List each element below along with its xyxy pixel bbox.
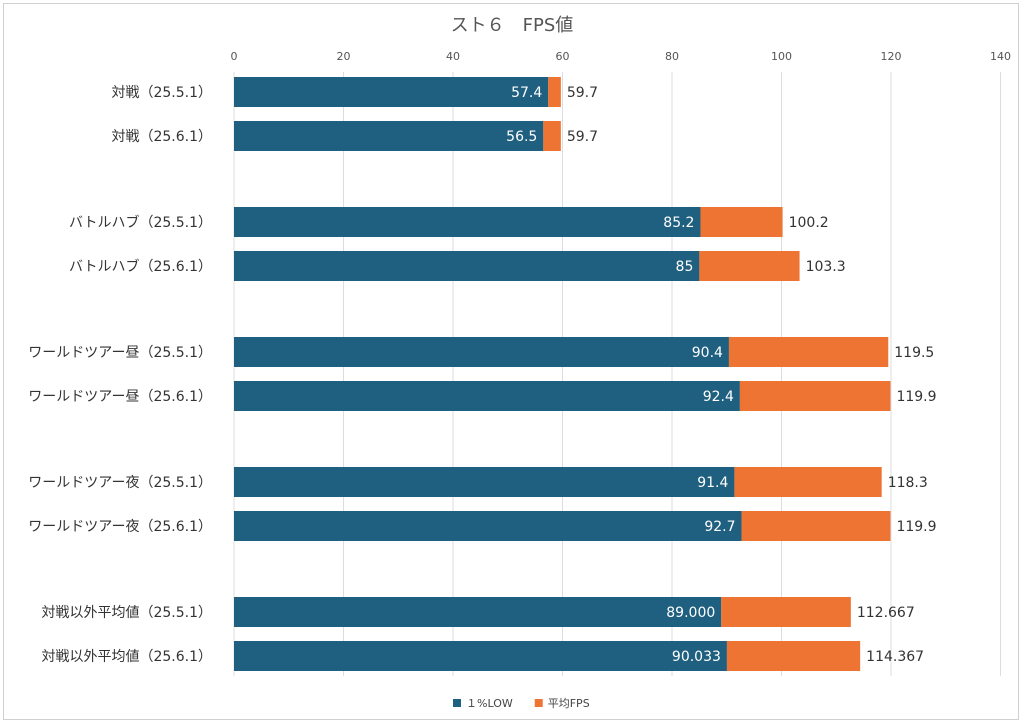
category-label: 対戦以外平均値（25.5.1） (41, 605, 212, 621)
data-label-average-fps: 112.667 (857, 605, 915, 621)
bar-average-fps (734, 467, 882, 497)
data-label-average-fps: 114.367 (866, 649, 924, 665)
category-label: バトルハブ（25.6.1） (69, 258, 212, 275)
x-tick-label: 80 (665, 50, 679, 63)
data-label-1pct-low: 92.4 (703, 389, 734, 405)
bar-average-fps (699, 251, 800, 281)
x-tick-label: 140 (990, 50, 1011, 63)
category-labels: 対戦（25.5.1） 対戦（25.6.1） バトルハブ（25.5.1） バトルハブ（2… (28, 85, 212, 665)
x-tick-label: 0 (231, 50, 238, 63)
bar-1pct-low (234, 597, 722, 627)
data-label-average-fps: 119.5 (894, 345, 934, 361)
category-label: ワールドツアー昼（25.5.1） (28, 345, 212, 361)
bar-average-fps (728, 337, 889, 367)
data-label-average-fps: 119.9 (896, 519, 936, 535)
category-label: 対戦以外平均値（25.6.1） (41, 649, 212, 665)
bar-average-fps (741, 511, 891, 541)
legend-swatch (534, 699, 543, 707)
x-tick-label: 40 (446, 50, 460, 63)
bars: 57.4 59.7 56.5 59.7 85.2 100.2 85 103.3 90.4 119.… (234, 77, 937, 671)
bar-average-fps (548, 77, 561, 107)
category-label: ワールドツアー夜（25.5.1） (28, 475, 212, 491)
x-tick-label: 120 (881, 50, 902, 63)
chart-title: スト６ FPS値 (451, 15, 574, 36)
data-label-average-fps: 59.7 (567, 129, 598, 145)
category-label: 対戦（25.6.1） (111, 129, 212, 145)
bar-average-fps (543, 121, 561, 151)
data-label-average-fps: 103.3 (806, 259, 846, 275)
bar-1pct-low (234, 77, 549, 107)
bar-1pct-low (234, 511, 742, 541)
bar-average-fps (700, 207, 783, 237)
legend-label: １%LOW (466, 697, 513, 710)
category-label: バトルハブ（25.5.1） (69, 214, 212, 231)
data-label-1pct-low: 90.033 (672, 649, 721, 665)
bar-average-fps (726, 641, 861, 671)
bar-1pct-low (234, 641, 727, 671)
data-label-average-fps: 119.9 (896, 389, 936, 405)
data-label-1pct-low: 91.4 (697, 475, 728, 491)
bar-average-fps (739, 381, 891, 411)
bar-1pct-low (234, 251, 700, 281)
data-label-1pct-low: 57.4 (511, 85, 542, 101)
bar-1pct-low (234, 121, 544, 151)
data-label-1pct-low: 92.7 (704, 519, 735, 535)
data-label-1pct-low: 85.2 (663, 215, 694, 231)
legend-swatch (453, 699, 461, 707)
gridlines (233, 72, 1001, 676)
x-axis-ticks: 0 20 40 60 80 100 120 140 (231, 50, 1012, 63)
category-label: ワールドツアー夜（25.6.1） (28, 519, 212, 535)
x-tick-label: 20 (337, 50, 351, 63)
bar-1pct-low (234, 467, 735, 497)
data-label-average-fps: 118.3 (888, 475, 928, 491)
data-label-average-fps: 59.7 (567, 85, 598, 101)
data-label-1pct-low: 85 (676, 259, 694, 275)
legend: １%LOW 平均FPS (453, 697, 590, 710)
data-label-average-fps: 100.2 (789, 215, 829, 231)
data-label-1pct-low: 89.000 (666, 605, 715, 621)
chart-frame (3, 3, 1019, 720)
x-tick-label: 100 (771, 50, 792, 63)
category-label: ワールドツアー昼（25.6.1） (28, 389, 212, 405)
bar-1pct-low (234, 337, 729, 367)
data-label-1pct-low: 56.5 (506, 129, 537, 145)
bar-1pct-low (234, 381, 740, 411)
legend-label: 平均FPS (548, 697, 590, 710)
bar-average-fps (721, 597, 851, 627)
category-label: 対戦（25.5.1） (111, 85, 212, 101)
data-label-1pct-low: 90.4 (692, 345, 723, 361)
x-tick-label: 60 (556, 50, 570, 63)
bar-1pct-low (234, 207, 701, 237)
